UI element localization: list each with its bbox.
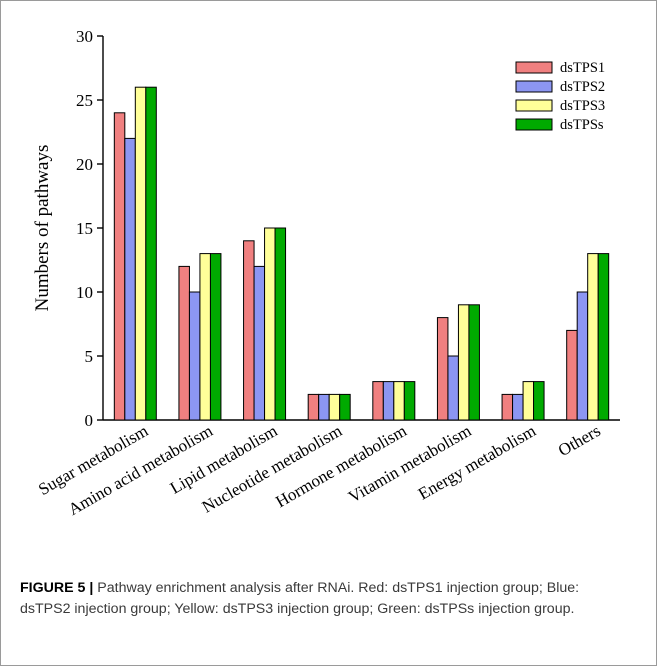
bar-dsTPS2	[576, 291, 589, 421]
bar-dsTPS1	[501, 393, 514, 421]
bar-dsTPS3	[457, 304, 470, 421]
y-tick-label: 25	[76, 91, 93, 110]
y-tick-label: 15	[76, 219, 93, 238]
bar-dsTPS2	[124, 137, 136, 421]
bar-dsTPS1	[566, 329, 578, 421]
bar-dsTPSs	[339, 393, 351, 421]
legend-label: dsTPS2	[560, 79, 605, 95]
legend: dsTPS1 dsTPS2 dsTPS3 dsTPSs	[515, 60, 605, 133]
figure-caption: FIGURE 5 | Pathway enrichment analysis a…	[20, 578, 632, 620]
bar-dsTPSs	[209, 253, 222, 421]
bar-dsTPS3	[522, 381, 535, 421]
bar-dsTPSs	[403, 381, 416, 421]
legend-label: dsTPS1	[560, 60, 605, 76]
bar-dsTPS3	[134, 86, 147, 421]
bar-dsTPS3	[199, 253, 211, 421]
y-axis: 0 5 10 15 20 25 30	[76, 27, 104, 430]
bar-dsTPS1	[178, 265, 190, 421]
bar-dsTPS2	[318, 393, 330, 421]
bar-dsTPSs	[533, 381, 545, 421]
x-tick-label: Others	[555, 421, 604, 460]
legend-label: dsTPS3	[560, 98, 605, 114]
legend-swatch	[515, 80, 553, 93]
y-tick-label: 5	[85, 347, 94, 366]
bar-dsTPSs	[468, 304, 480, 421]
legend-label: dsTPSs	[560, 117, 604, 133]
y-tick-label: 0	[85, 411, 94, 430]
bar-dsTPS2	[382, 381, 395, 421]
bar-dsTPS1	[113, 112, 126, 421]
y-tick-label: 20	[76, 155, 93, 174]
y-tick-label: 10	[76, 283, 93, 302]
bar-dsTPS3	[393, 381, 405, 421]
legend-swatch	[515, 61, 553, 74]
caption-label: FIGURE 5 |	[20, 580, 94, 596]
y-tick-label: 30	[76, 27, 93, 46]
y-axis-label: Numbers of pathways	[32, 145, 53, 312]
legend-swatch	[515, 118, 553, 131]
bar-dsTPS2	[253, 265, 266, 421]
bar-dsTPS2	[512, 393, 524, 421]
bar-dsTPS1	[243, 240, 255, 421]
legend-swatch	[515, 99, 553, 112]
bars	[113, 86, 610, 421]
bar-dsTPSs	[145, 86, 157, 421]
bar-dsTPS3	[328, 393, 341, 421]
caption-text: Pathway enrichment analysis after RNAi. …	[20, 580, 580, 617]
bar-dsTPS3	[264, 227, 276, 421]
bar-dsTPS1	[307, 393, 320, 421]
bar-dsTPS2	[447, 355, 459, 421]
bar-dsTPSs	[597, 253, 610, 421]
bar-dsTPS3	[587, 253, 599, 421]
bar-dsTPS1	[436, 317, 449, 421]
bar-dsTPS1	[372, 381, 384, 421]
bar-dsTPS2	[188, 291, 201, 421]
x-tick-label: Energy metabolism	[415, 421, 539, 504]
bar-dsTPSs	[274, 227, 287, 421]
